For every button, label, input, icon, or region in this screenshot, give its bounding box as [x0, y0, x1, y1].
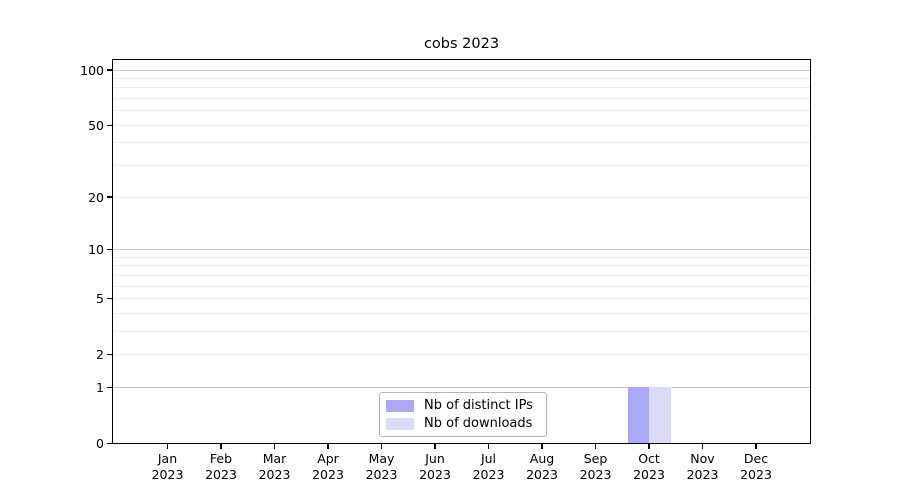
x-tick-mark — [701, 443, 704, 449]
x-tick-mark — [166, 443, 169, 449]
y-tick-mark — [107, 386, 112, 389]
legend-item-downloads: Nb of downloads — [386, 416, 540, 431]
legend: Nb of distinct IPs Nb of downloads — [379, 392, 547, 437]
x-tick-month: Apr — [317, 450, 339, 466]
gridline-minor — [113, 165, 810, 167]
gridline-minor — [113, 274, 810, 276]
x-tick-mark — [648, 443, 650, 449]
x-tick-month: Sep — [583, 450, 608, 466]
legend-swatch-downloads — [386, 417, 414, 430]
x-tick-year: 2023 — [258, 466, 291, 482]
x-tick-label: Sep 2023 — [564, 451, 628, 483]
gridline-major — [113, 386, 810, 388]
gridline-minor — [113, 87, 810, 89]
x-tick-mark — [273, 443, 276, 449]
gridline-minor — [113, 354, 810, 356]
y-tick-label: 50 — [88, 117, 104, 133]
gridline-major — [113, 248, 810, 250]
x-tick-label: Mar 2023 — [243, 451, 307, 483]
bar-downloads — [649, 387, 671, 444]
y-tick-mark — [107, 442, 112, 445]
x-tick-label: Oct 2023 — [617, 451, 681, 483]
y-tick-label: 10 — [88, 241, 104, 257]
gridline-minor — [113, 330, 810, 332]
x-tick-label: Nov 2023 — [671, 451, 735, 483]
x-tick-mark — [541, 443, 543, 449]
x-tick-label: Jun 2023 — [403, 451, 467, 483]
gridline-minor — [113, 297, 810, 299]
x-tick-year: 2023 — [633, 466, 665, 482]
x-tick-year: 2023 — [472, 466, 505, 482]
y-tick-label: 1 — [96, 379, 104, 395]
y-tick-mark — [107, 248, 112, 251]
x-tick-mark — [220, 443, 222, 449]
gridline-major — [113, 69, 810, 71]
x-tick-mark — [380, 443, 383, 449]
x-tick-year: 2023 — [419, 466, 451, 482]
x-tick-label: Jul 2023 — [457, 451, 521, 483]
gridline-minor — [113, 110, 810, 112]
legend-swatch-distinct-ips — [386, 399, 414, 412]
gridline-minor — [113, 285, 810, 287]
x-tick-month: May — [368, 450, 395, 466]
x-tick-label: Feb 2023 — [189, 451, 253, 483]
x-tick-mark — [327, 443, 329, 449]
x-tick-year: 2023 — [740, 466, 772, 482]
gridline-minor — [113, 98, 810, 100]
y-tick-mark — [107, 124, 112, 127]
gridline-minor — [113, 196, 810, 198]
y-tick-mark — [107, 353, 112, 356]
x-tick-month: Jun — [425, 450, 445, 466]
x-tick-mark — [594, 443, 597, 449]
x-tick-month: Oct — [638, 450, 660, 466]
x-tick-month: Dec — [743, 450, 769, 466]
y-tick-mark — [107, 196, 112, 198]
chart-title: cobs 2023 — [423, 36, 500, 52]
x-tick-year: 2023 — [205, 466, 237, 482]
y-tick-label: 0 — [96, 436, 104, 451]
legend-item-distinct-ips: Nb of distinct IPs — [386, 398, 540, 413]
x-tick-month: Feb — [209, 450, 233, 466]
x-tick-month: Jul — [480, 450, 497, 466]
x-tick-month: Aug — [529, 450, 555, 466]
bar-distinct-ips — [627, 387, 649, 444]
x-tick-label: Aug 2023 — [510, 451, 574, 483]
x-tick-mark — [755, 443, 757, 449]
x-tick-month: Mar — [262, 450, 287, 466]
y-tick-label: 2 — [96, 347, 104, 363]
y-tick-mark — [107, 297, 112, 300]
x-tick-label: Jan 2023 — [136, 451, 200, 483]
x-tick-year: 2023 — [579, 466, 612, 482]
x-tick-year: 2023 — [312, 466, 344, 482]
legend-label-distinct-ips: Nb of distinct IPs — [424, 398, 533, 413]
x-tick-mark — [434, 443, 436, 449]
gridline-minor — [113, 265, 810, 267]
x-tick-month: Nov — [690, 450, 715, 466]
gridline-minor — [113, 256, 810, 258]
gridline-minor — [113, 312, 810, 314]
gridline-minor — [113, 142, 810, 144]
y-tick-label: 20 — [88, 189, 104, 205]
y-tick-label: 100 — [80, 62, 104, 78]
x-tick-label: Apr 2023 — [296, 451, 360, 483]
x-tick-year: 2023 — [365, 466, 398, 482]
x-tick-year: 2023 — [686, 466, 719, 482]
gridline-minor — [113, 124, 810, 126]
x-tick-year: 2023 — [526, 466, 558, 482]
y-tick-label: 5 — [96, 290, 104, 306]
y-tick-mark — [107, 69, 112, 71]
gridline-minor — [113, 77, 810, 79]
x-tick-label: Dec 2023 — [724, 451, 788, 483]
x-tick-year: 2023 — [151, 466, 184, 482]
x-tick-label: May 2023 — [350, 451, 414, 483]
x-tick-month: Jan — [157, 450, 178, 466]
legend-label-downloads: Nb of downloads — [424, 416, 533, 431]
x-tick-mark — [487, 443, 490, 449]
